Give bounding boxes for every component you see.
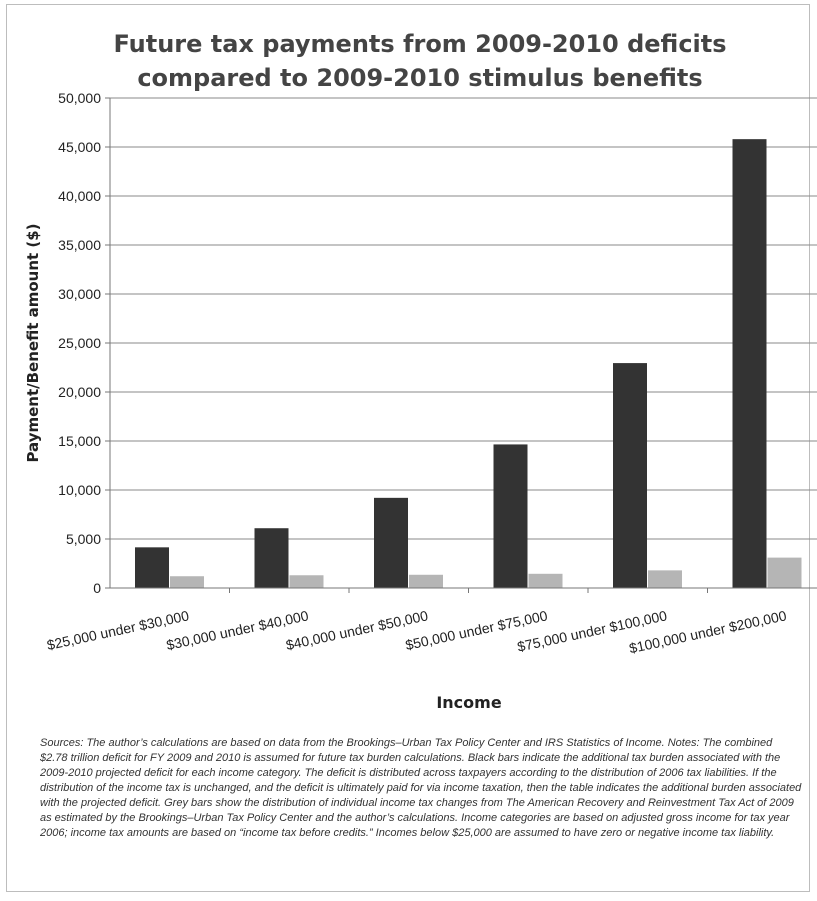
deficit-bar bbox=[254, 528, 289, 588]
gridlines bbox=[110, 97, 817, 540]
y-tick-label: 40,000 bbox=[58, 188, 101, 204]
chart-title-line-2: compared to 2009-2010 stimulus benefits bbox=[137, 64, 702, 92]
stimulus-bar bbox=[409, 574, 443, 588]
y-tick-label: 45,000 bbox=[58, 139, 101, 155]
y-axis-label: Payment/Benefit amount ($) bbox=[24, 223, 42, 462]
deficit-bar bbox=[135, 547, 169, 588]
y-axis-ticks: 0 5,000 10,000 15,000 20,000 25,000 30,000 35,0… bbox=[58, 90, 110, 596]
stimulus-bar bbox=[528, 573, 563, 588]
source-notes: Sources: The author’s calculations are b… bbox=[40, 737, 802, 839]
y-tick-label: 30,000 bbox=[58, 286, 101, 302]
y-tick-label: 5,000 bbox=[66, 531, 101, 547]
y-tick-label: 25,000 bbox=[58, 335, 101, 351]
bar-chart: Future tax payments from 2009-2010 defic… bbox=[24, 30, 817, 712]
chart-title: Future tax payments from 2009-2010 defic… bbox=[113, 30, 726, 92]
y-tick-label: 15,000 bbox=[58, 433, 101, 449]
stimulus-bar bbox=[170, 576, 204, 588]
y-tick-label: 50,000 bbox=[58, 90, 101, 106]
axes bbox=[109, 98, 817, 593]
y-tick-label: 0 bbox=[93, 580, 101, 596]
deficit-bar bbox=[732, 139, 767, 588]
y-tick-label: 10,000 bbox=[58, 482, 101, 498]
y-tick-label: 35,000 bbox=[58, 237, 101, 253]
figure-frame bbox=[6, 4, 810, 892]
stimulus-bar bbox=[289, 575, 324, 588]
chart-title-line-1: Future tax payments from 2009-2010 defic… bbox=[113, 30, 726, 58]
x-axis-label: Income bbox=[436, 693, 501, 712]
x-axis-categories: $25,000 under $30,000$30,000 under $40,0… bbox=[45, 607, 788, 656]
stimulus-bar bbox=[767, 557, 802, 588]
stimulus-bar bbox=[648, 570, 682, 588]
bars bbox=[135, 139, 802, 588]
y-tick-label: 20,000 bbox=[58, 384, 101, 400]
deficit-bar bbox=[613, 363, 647, 588]
deficit-bar bbox=[493, 444, 528, 588]
deficit-bar bbox=[374, 497, 408, 588]
